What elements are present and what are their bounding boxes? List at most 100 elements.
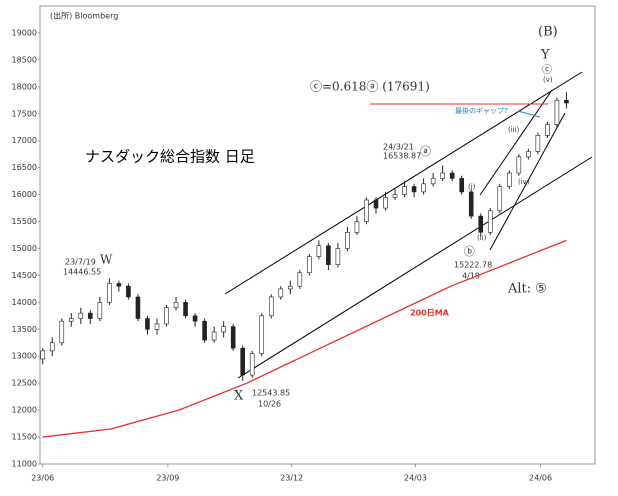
candle-body	[154, 323, 160, 330]
candle-body	[402, 186, 407, 195]
y-tick-label: 12500	[12, 379, 37, 388]
label: ⓑ	[464, 245, 475, 258]
label: 24/3/21	[383, 143, 414, 152]
candle-body	[259, 315, 265, 354]
candle-body	[230, 326, 236, 349]
candle-body	[202, 320, 207, 341]
candle-body	[68, 318, 74, 322]
candle-body	[335, 248, 341, 265]
label: Y	[540, 48, 550, 63]
candle-body	[145, 318, 150, 330]
x-tick-label: 24/06	[529, 474, 552, 483]
y-tick-label: 12000	[12, 406, 37, 415]
label: 最後のギャップ?	[455, 106, 508, 115]
label: ⓒ	[542, 64, 552, 76]
candle-body	[278, 288, 284, 298]
candle-body	[554, 99, 560, 125]
candle-body	[307, 256, 312, 274]
y-tick-label: 17000	[12, 136, 37, 145]
y-tick-label: 18500	[12, 55, 37, 64]
y-tick-label: 14500	[12, 271, 37, 280]
candle-body	[192, 315, 198, 322]
y-tick-label: 11500	[12, 433, 37, 442]
candle-body	[268, 296, 274, 317]
candle-body	[97, 302, 103, 319]
y-tick-label: 14000	[12, 298, 37, 307]
candle-body	[497, 186, 503, 212]
label: (i)	[468, 183, 476, 191]
candle-body	[383, 196, 388, 209]
x-tick-label: 23/06	[31, 474, 54, 483]
candle-body	[535, 135, 541, 152]
moving-average	[42, 239, 567, 438]
candle-body	[545, 124, 550, 136]
y-tick-label: 16500	[12, 163, 37, 172]
candle-body	[487, 210, 493, 233]
candle-body	[40, 350, 46, 360]
y-tick-label: 13500	[12, 325, 37, 334]
candle-body	[135, 296, 141, 319]
y-tick-label: 15000	[12, 244, 37, 253]
candle-body	[211, 331, 217, 341]
candle-body	[564, 99, 569, 104]
candle-body	[373, 199, 379, 209]
candle-body	[516, 156, 522, 174]
trend-line	[479, 89, 553, 196]
candle-body	[478, 215, 484, 233]
chart-title: ナスダック総合指数 日足	[85, 148, 255, 166]
candle-body	[116, 283, 122, 287]
candle-body	[183, 302, 188, 317]
candle-body	[316, 245, 322, 257]
candle-body	[354, 221, 360, 233]
label: (ii)	[477, 234, 487, 242]
arrow	[517, 110, 541, 118]
candle-body	[345, 232, 350, 249]
candle-body	[364, 199, 369, 222]
candle-body	[326, 245, 331, 265]
label: (iii)	[508, 126, 520, 134]
label: 14446.55	[63, 268, 101, 277]
label: ⓐ	[420, 145, 431, 158]
x-tick-label: 23/09	[156, 474, 179, 483]
y-tick-label: 16000	[12, 190, 37, 199]
label: (B)	[538, 25, 558, 40]
candle-body	[411, 186, 417, 193]
label: 4/19	[462, 272, 480, 281]
x-tick-label: 23/12	[280, 474, 303, 483]
label: 15222.78	[454, 261, 492, 270]
candle-body	[49, 342, 55, 352]
candle-body	[459, 178, 464, 193]
candle-body	[164, 307, 169, 325]
candle-body	[297, 272, 303, 287]
label: X	[234, 389, 244, 404]
source: (出所) Bloomberg	[50, 11, 118, 21]
candle-body	[59, 320, 65, 344]
plot-frame	[39, 5, 596, 465]
candle-body	[421, 183, 426, 193]
candle-body	[107, 283, 112, 303]
y-tick-label: 19000	[12, 28, 37, 37]
candle-body	[173, 302, 179, 309]
label: W	[100, 253, 113, 267]
trend-line	[489, 112, 566, 251]
label: 200日MA	[410, 309, 450, 318]
y-tick-label: 13000	[12, 352, 37, 361]
label: (v)	[543, 76, 553, 84]
candle-body	[449, 172, 455, 179]
label: ⓒ=0.618ⓐ (17691)	[310, 80, 430, 94]
trend-line	[237, 156, 593, 379]
candle-body	[440, 172, 445, 179]
y-tick-label: 17500	[12, 109, 37, 118]
label: Alt: ⑤	[507, 282, 547, 297]
label: (iv)	[518, 178, 530, 186]
y-tick-label: 15500	[12, 217, 37, 226]
candle-body	[287, 285, 293, 290]
label: 16538.87	[383, 152, 421, 161]
label: 10/26	[258, 400, 281, 409]
trend-line	[224, 71, 583, 295]
candle-body	[526, 151, 531, 158]
candle-body	[430, 178, 436, 185]
candle-body	[468, 191, 474, 217]
candle-body	[221, 326, 226, 333]
